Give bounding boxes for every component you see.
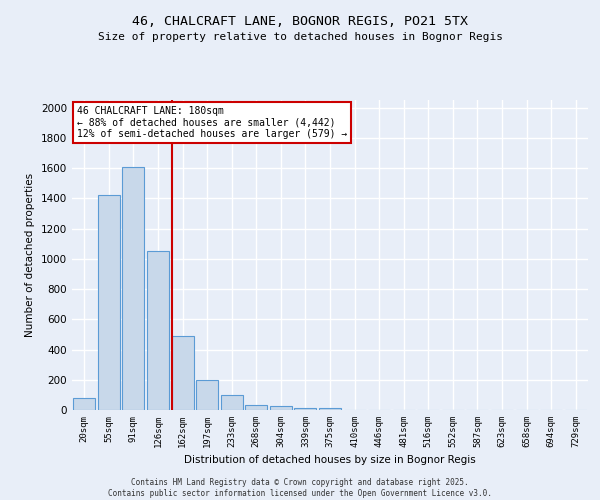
Bar xyxy=(147,251,169,410)
Text: Contains HM Land Registry data © Crown copyright and database right 2025.
Contai: Contains HM Land Registry data © Crown c… xyxy=(108,478,492,498)
Bar xyxy=(73,398,95,410)
Y-axis label: Number of detached properties: Number of detached properties xyxy=(25,173,35,337)
Bar xyxy=(319,408,341,410)
Bar xyxy=(245,404,268,410)
Text: Size of property relative to detached houses in Bognor Regis: Size of property relative to detached ho… xyxy=(97,32,503,42)
Bar xyxy=(122,166,145,410)
Text: 46 CHALCRAFT LANE: 180sqm
← 88% of detached houses are smaller (4,442)
12% of se: 46 CHALCRAFT LANE: 180sqm ← 88% of detac… xyxy=(77,106,347,140)
Bar xyxy=(98,196,120,410)
Bar xyxy=(221,395,243,410)
Bar xyxy=(196,380,218,410)
Bar xyxy=(172,336,194,410)
Bar xyxy=(270,406,292,410)
Text: 46, CHALCRAFT LANE, BOGNOR REGIS, PO21 5TX: 46, CHALCRAFT LANE, BOGNOR REGIS, PO21 5… xyxy=(132,15,468,28)
Bar xyxy=(295,408,316,410)
X-axis label: Distribution of detached houses by size in Bognor Regis: Distribution of detached houses by size … xyxy=(184,456,476,466)
